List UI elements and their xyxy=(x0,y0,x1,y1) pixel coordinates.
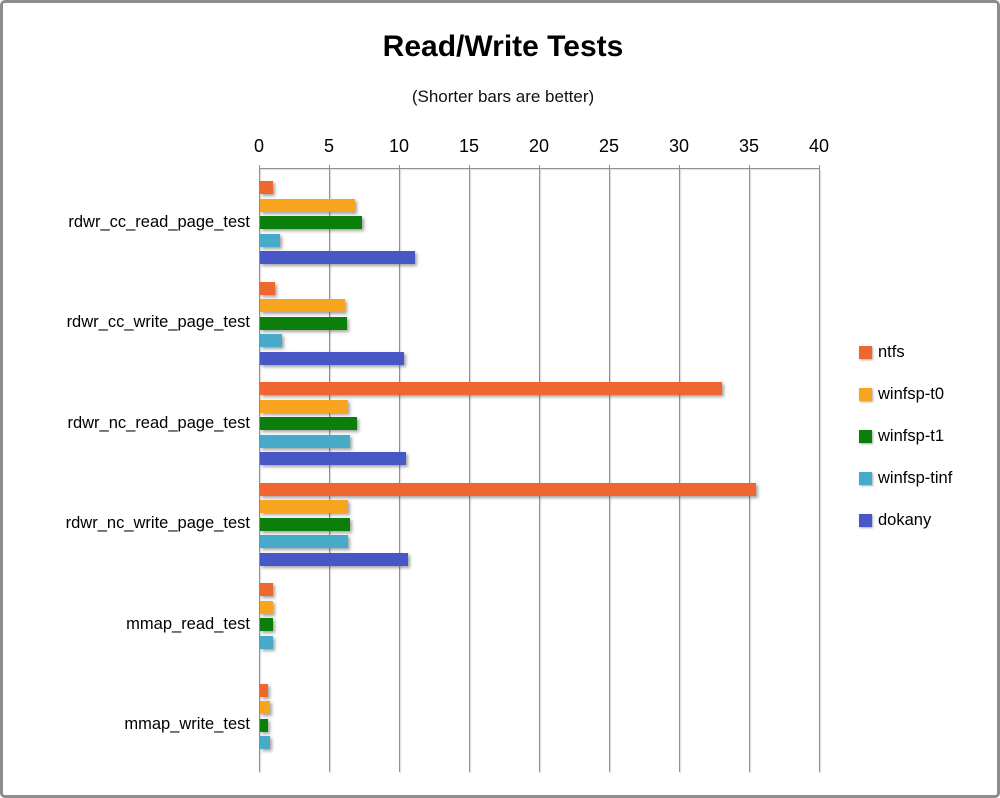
bar-dokany xyxy=(260,251,416,264)
category-label: rdwr_cc_write_page_test xyxy=(66,313,250,331)
bar-winfsp-t1 xyxy=(260,718,269,732)
bar-ntfs xyxy=(260,583,273,596)
bar-winfsp-t0 xyxy=(260,701,270,714)
legend-label: winfsp-t1 xyxy=(878,427,945,445)
legend-swatch-winfsp-t1 xyxy=(859,430,872,443)
bar-winfsp-t1 xyxy=(260,216,363,229)
x-axis-tick-mark xyxy=(749,165,750,169)
category-label: rdwr_nc_write_page_test xyxy=(65,514,250,532)
gridline xyxy=(539,169,540,772)
chart-subtitle: (Shorter bars are better) xyxy=(411,87,595,106)
bar-dokany xyxy=(260,351,405,365)
bar-winfsp-tinf xyxy=(260,535,349,548)
x-axis-tick-mark xyxy=(609,165,610,169)
gridline xyxy=(819,169,820,772)
x-axis-tick-label: 25 xyxy=(598,136,620,156)
category-label: mmap_read_test xyxy=(126,614,250,633)
x-axis-tick-mark xyxy=(679,165,680,169)
legend-item: dokany xyxy=(859,511,931,530)
legend-item: winfsp-tinf xyxy=(859,469,952,488)
legend-swatch-ntfs xyxy=(859,346,872,359)
x-axis-tick-label: 40 xyxy=(808,136,830,156)
bar-winfsp-tinf xyxy=(260,334,283,347)
bar-winfsp-tinf xyxy=(260,635,273,649)
legend-label: winfsp-tinf xyxy=(878,469,953,487)
bar-winfsp-t0 xyxy=(260,299,346,312)
bar-winfsp-tinf xyxy=(260,233,280,247)
gridline xyxy=(609,169,610,772)
bar-ntfs xyxy=(260,482,756,496)
x-axis-tick-mark xyxy=(399,165,400,169)
gridline xyxy=(679,169,680,772)
x-axis-tick-label: 0 xyxy=(253,136,265,156)
x-axis-tick-label: 35 xyxy=(738,136,760,156)
bar-winfsp-tinf xyxy=(260,434,350,448)
legend-swatch-winfsp-t0 xyxy=(859,388,872,401)
bar-dokany xyxy=(260,552,409,566)
gridline xyxy=(469,169,470,772)
bar-dokany xyxy=(260,452,406,465)
bar-winfsp-t0 xyxy=(260,198,356,212)
bar-winfsp-t0 xyxy=(260,500,349,513)
legend-label: dokany xyxy=(878,511,932,529)
legend-item: ntfs xyxy=(859,343,905,362)
x-axis-tick-mark xyxy=(469,165,470,169)
bar-winfsp-t0 xyxy=(260,600,273,614)
legend-item: winfsp-t1 xyxy=(859,427,944,446)
x-axis-tick-mark xyxy=(329,165,330,169)
legend-item: winfsp-t0 xyxy=(859,385,944,404)
x-axis-tick-label: 30 xyxy=(668,136,690,156)
category-label: mmap_write_test xyxy=(124,715,250,733)
bar-winfsp-t1 xyxy=(260,618,273,631)
gridline xyxy=(259,169,260,772)
bar-ntfs xyxy=(260,181,273,194)
bar-ntfs xyxy=(260,382,722,395)
legend-swatch-winfsp-tinf xyxy=(859,472,872,485)
legend-label: winfsp-t0 xyxy=(878,385,945,403)
bar-winfsp-t1 xyxy=(260,316,347,330)
category-label: rdwr_nc_read_page_test xyxy=(67,413,250,432)
x-axis-tick-mark xyxy=(539,165,540,169)
gridline xyxy=(399,169,400,772)
x-axis-tick-label: 15 xyxy=(458,136,480,156)
x-axis-tick-label: 20 xyxy=(528,136,550,156)
bar-ntfs xyxy=(260,683,269,697)
x-axis-tick-label: 5 xyxy=(323,136,335,156)
bar-winfsp-tinf xyxy=(260,736,270,749)
gridline xyxy=(749,169,750,772)
bar-ntfs xyxy=(260,281,276,295)
bar-winfsp-t0 xyxy=(260,399,349,413)
bar-winfsp-t1 xyxy=(260,417,357,430)
x-axis-tick-mark xyxy=(259,165,260,169)
plot-top-border xyxy=(259,168,820,169)
category-label: rdwr_cc_read_page_test xyxy=(68,212,250,231)
x-axis-tick-label: 10 xyxy=(388,136,410,156)
gridline xyxy=(329,169,330,772)
x-axis-tick-mark xyxy=(819,165,820,169)
legend-swatch-dokany xyxy=(859,514,872,527)
bar-winfsp-t1 xyxy=(260,517,350,531)
legend-label: ntfs xyxy=(878,343,905,361)
chart-title: Read/Write Tests xyxy=(382,30,624,63)
